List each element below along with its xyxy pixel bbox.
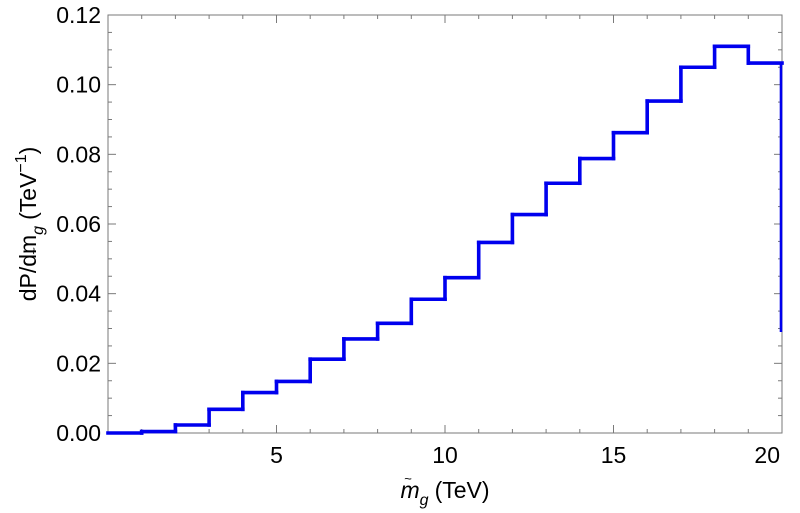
y-axis-label-subscript: g [30,226,47,235]
x-axis-label: mg (TeV) [400,477,489,509]
series-layer [106,44,784,435]
x-tick-label: 5 [270,442,283,468]
y-axis-label-unit-open: (TeV [15,172,41,220]
y-axis-label-unit-close: ) [15,147,41,155]
y-tick-label: 0.00 [56,420,101,446]
x-axis-label-symbol: m [400,477,419,503]
axis-tick-labels: 5 10 15 20 0.00 0.02 0.04 0.06 0.08 0.10 0.12 [56,2,780,468]
x-tick-label: 10 [432,442,458,468]
y-tick-label: 0.12 [56,2,101,28]
y-axis-label-group: dP/dmg (TeV−1) ~ [13,147,47,302]
series-gluino-mass-distribution [106,44,784,435]
x-axis-label-unit: (TeV) [435,477,490,503]
y-tick-label: 0.08 [56,141,101,167]
y-tick-label: 0.02 [56,350,101,376]
x-axis-label-accent: ~ [404,471,412,486]
y-axis-label-prefix: dP/dm [15,235,41,301]
y-tick-label: 0.04 [56,281,101,307]
y-axis-label: dP/dmg (TeV−1) [13,147,47,302]
y-tick-label: 0.06 [56,211,101,237]
y-axis-label-accent: ~ [26,247,41,255]
y-tick-label: 0.10 [56,72,101,98]
x-axis-label-subscript: g [420,492,429,509]
x-tick-label: 20 [754,442,780,468]
axis-ticks [108,14,783,434]
x-tick-label: 15 [601,442,627,468]
y-axis-label-unit-exponent: −1 [13,154,30,172]
